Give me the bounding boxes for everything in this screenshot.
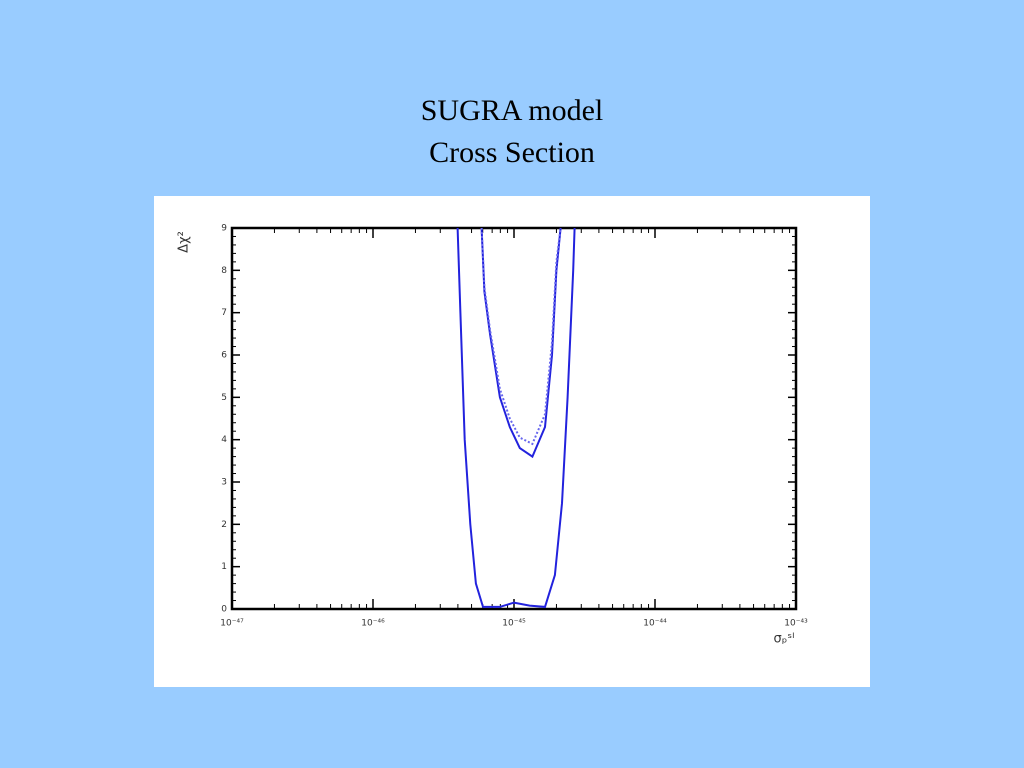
plot-frame [230, 226, 798, 611]
x-tick-label: 10⁻⁴⁶ [361, 619, 385, 629]
slide-title: SUGRA model [420, 94, 604, 127]
y-tick-label: 2 [221, 520, 227, 530]
x-axis-label: σₚˢᴵ [773, 632, 794, 647]
y-axis-label: Δχ² [177, 231, 192, 253]
data-line [480, 227, 562, 446]
y-tick-label: 9 [221, 224, 227, 234]
x-tick-label: 10⁻⁴⁷ [220, 619, 244, 629]
data-line [480, 227, 562, 459]
chart: 0 1 2 3 4 5 6 7 8 9 10⁻⁴⁷ 10⁻⁴⁶ 10⁻⁴⁵ 10⁻⁴⁴ 10⁻⁴³ Δχ² σₚ… [154, 196, 870, 687]
x-tick-label: 10⁻⁴³ [784, 619, 808, 629]
y-tick-label: 3 [221, 478, 227, 488]
y-tick-label: 6 [221, 351, 227, 361]
y-tick-label: 5 [221, 393, 227, 403]
x-tick-label: 10⁻⁴⁵ [502, 619, 526, 629]
y-tick-label: 0 [221, 605, 227, 615]
x-tick-label: 10⁻⁴⁴ [643, 619, 667, 629]
y-tick-label: 4 [221, 435, 227, 445]
slide-subtitle: Cross Section [429, 136, 595, 169]
y-tick-label: 7 [221, 308, 227, 318]
y-tick-label: 8 [221, 266, 227, 276]
data-line [456, 227, 576, 608]
y-tick-label: 1 [221, 562, 227, 572]
